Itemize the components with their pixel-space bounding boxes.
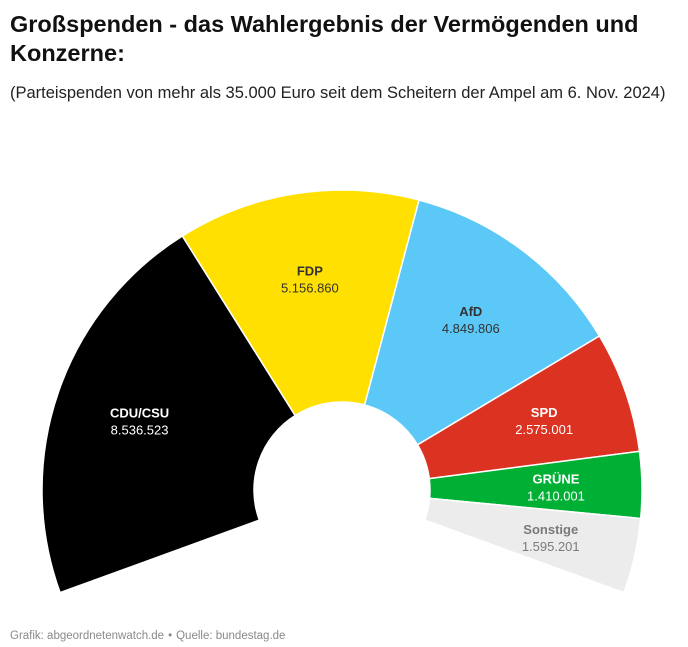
chart-labels: CDU/CSU 8.536.523 FDP 5.156.860 AfD 4.849.806… xyxy=(110,263,585,554)
slice-cdu-csu xyxy=(41,234,297,594)
slice-label-name: SPD xyxy=(531,405,558,420)
slice-label-name: GRÜNE xyxy=(532,471,579,486)
slice-label-value: 5.156.860 xyxy=(281,280,339,295)
slice-label-name: CDU/CSU xyxy=(110,406,169,421)
slice-label-value: 2.575.001 xyxy=(515,422,573,437)
slice-fdp xyxy=(181,189,420,417)
slice-label-value: 1.595.201 xyxy=(522,539,580,554)
slice-label-value: 8.536.523 xyxy=(111,423,169,438)
chart-title: Großspenden - das Wahlergebnis der Vermö… xyxy=(10,11,639,66)
footer: Grafik: abgeordnetenwatch.de • Quelle: bun… xyxy=(10,630,285,642)
slice-afd xyxy=(363,199,601,446)
slice-label-name: AfD xyxy=(459,304,482,319)
slice-label-name: Sonstige xyxy=(523,522,578,537)
chart-subtitle: (Parteispenden von mehr als 35.000 Euro … xyxy=(10,84,666,102)
slice-label-name: FDP xyxy=(297,263,323,278)
footer-source: Quelle: bundestag.de xyxy=(176,630,286,642)
slice-label-value: 4.849.806 xyxy=(442,321,500,336)
slice-label-value: 1.410.001 xyxy=(527,488,585,503)
footer-separator: • xyxy=(168,630,173,642)
chart-slices xyxy=(41,189,643,594)
footer-credit: Grafik: abgeordnetenwatch.de xyxy=(10,630,165,642)
slice-sonstige xyxy=(423,497,642,594)
